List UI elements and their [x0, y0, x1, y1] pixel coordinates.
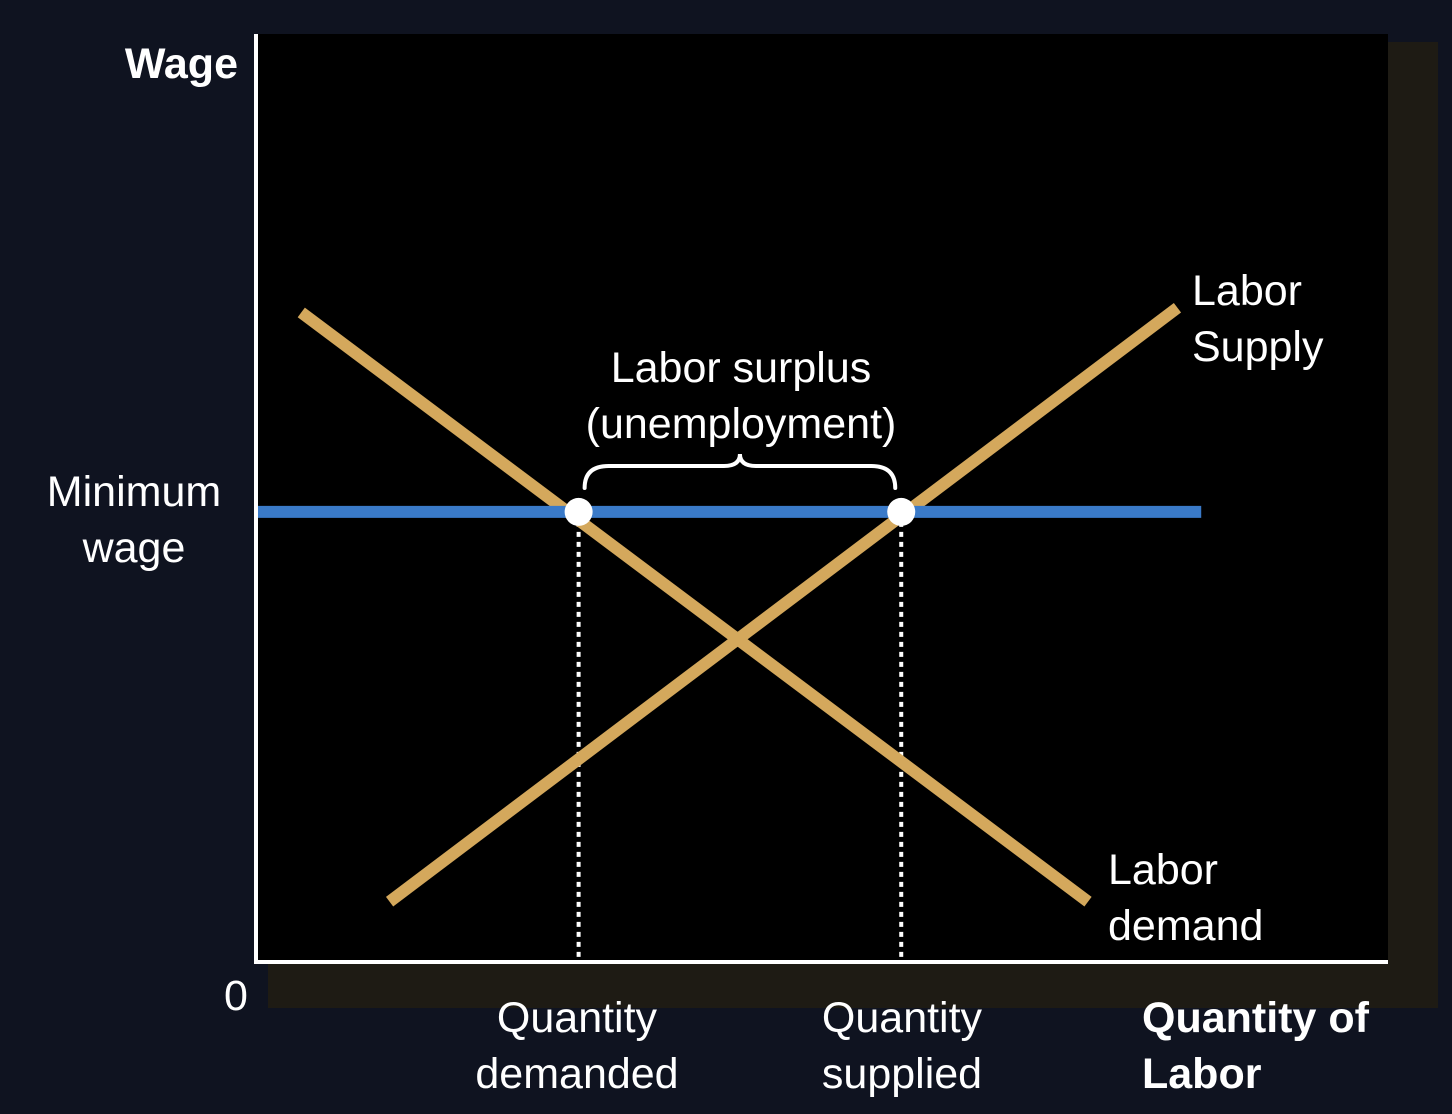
surplus-label-line-1: Labor surplus: [611, 344, 872, 392]
y-axis-label: Wage: [125, 40, 238, 88]
labor-demand-line: [297, 307, 1092, 907]
demand-label-line-2: demand: [1108, 902, 1263, 950]
point-quantity-demanded: [564, 497, 593, 526]
demand-label-line-1: Labor: [1108, 846, 1218, 894]
labor-supply-line: [385, 302, 1182, 907]
surplus-label-line-2: (unemployment): [586, 400, 897, 448]
x-axis-label-line-1: Quantity of: [1142, 994, 1370, 1042]
min-wage-label-line-1: Minimum: [47, 468, 221, 516]
qd-label-line-2: demanded: [475, 1050, 678, 1098]
min-wage-label-line-2: wage: [82, 524, 186, 572]
point-quantity-supplied: [887, 497, 916, 526]
qd-label-line-1: Quantity: [497, 994, 658, 1042]
supply-label-line-1: Labor: [1192, 267, 1302, 315]
qs-label-line-1: Quantity: [822, 994, 983, 1042]
qs-label-line-2: supplied: [822, 1050, 982, 1098]
plot-background: [256, 34, 1388, 962]
x-axis-label-line-2: Labor: [1142, 1050, 1262, 1098]
surplus-brace: [582, 453, 898, 490]
origin-label: 0: [224, 972, 248, 1020]
supply-label-line-2: Supply: [1192, 323, 1324, 371]
